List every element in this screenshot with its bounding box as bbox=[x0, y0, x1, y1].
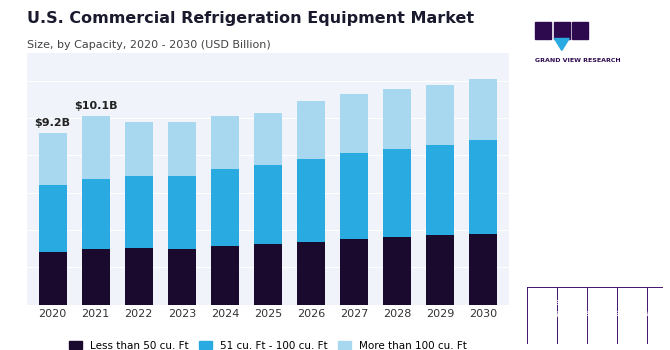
Legend: Less than 50 cu. Ft, 51 cu. Ft - 100 cu. Ft, More than 100 cu. Ft: Less than 50 cu. Ft, 51 cu. Ft - 100 cu.… bbox=[65, 336, 471, 350]
Polygon shape bbox=[572, 22, 588, 38]
Bar bbox=[383, 237, 411, 304]
Bar bbox=[82, 250, 110, 304]
Bar bbox=[426, 85, 454, 145]
Text: Size, by Capacity, 2020 - 2030 (USD Billion): Size, by Capacity, 2020 - 2030 (USD Bill… bbox=[27, 40, 271, 50]
Bar bbox=[470, 140, 497, 233]
Bar bbox=[168, 121, 196, 176]
Bar bbox=[383, 89, 411, 149]
Bar bbox=[470, 233, 497, 304]
Text: 4.3%: 4.3% bbox=[552, 136, 637, 165]
Bar bbox=[297, 242, 325, 304]
Bar bbox=[125, 121, 153, 176]
Bar bbox=[340, 239, 368, 304]
Bar bbox=[340, 93, 368, 153]
Bar bbox=[211, 246, 239, 304]
Bar bbox=[297, 159, 325, 242]
Bar bbox=[211, 169, 239, 246]
Text: Source:
www.grandviewresearch.com: Source: www.grandviewresearch.com bbox=[531, 298, 655, 318]
Bar bbox=[254, 113, 282, 164]
Polygon shape bbox=[535, 22, 551, 38]
Bar bbox=[535, 22, 569, 56]
Bar bbox=[470, 79, 497, 140]
Bar bbox=[125, 176, 153, 247]
Bar bbox=[383, 149, 411, 237]
Bar bbox=[82, 178, 110, 250]
Bar bbox=[82, 116, 110, 178]
Text: $10.1B: $10.1B bbox=[74, 101, 117, 111]
Bar bbox=[426, 236, 454, 304]
Bar bbox=[39, 252, 66, 304]
Bar bbox=[168, 248, 196, 304]
Polygon shape bbox=[553, 22, 570, 38]
Text: GRAND VIEW RESEARCH: GRAND VIEW RESEARCH bbox=[535, 58, 620, 63]
Bar bbox=[426, 145, 454, 236]
Bar bbox=[168, 176, 196, 248]
Bar bbox=[254, 164, 282, 244]
Text: $9.2B: $9.2B bbox=[35, 118, 70, 128]
Text: U.S. Market CAGR,
2023 - 2030: U.S. Market CAGR, 2023 - 2030 bbox=[547, 196, 643, 219]
Bar bbox=[125, 247, 153, 304]
Polygon shape bbox=[554, 38, 569, 50]
Bar bbox=[39, 185, 66, 252]
Bar bbox=[340, 153, 368, 239]
Bar bbox=[39, 133, 66, 185]
Bar bbox=[297, 101, 325, 159]
Bar bbox=[211, 116, 239, 169]
Bar bbox=[254, 244, 282, 304]
Text: U.S. Commercial Refrigeration Equipment Market: U.S. Commercial Refrigeration Equipment … bbox=[27, 10, 474, 26]
